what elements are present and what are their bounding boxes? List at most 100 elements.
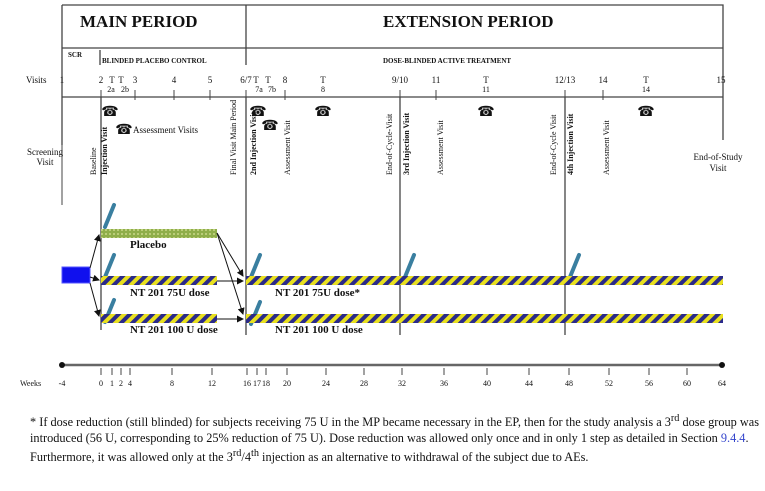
week-tick-label: 4 — [128, 379, 132, 388]
phase-blinded: BLINDED PLACEBO CONTROL — [102, 57, 207, 65]
visit-label: 11 — [432, 75, 441, 85]
dose75-bar-ep — [246, 276, 723, 285]
visit-vertical-label: End-of-Cycle-Visit — [385, 113, 394, 175]
week-tick-label: 48 — [565, 379, 573, 388]
syringe-icon — [249, 253, 262, 279]
week-tick-label: 20 — [283, 379, 291, 388]
visit-vertical-label: Injection Visit — [100, 126, 109, 175]
footnote-text: /4 — [241, 450, 251, 465]
telephone-icon: ☎ — [261, 119, 278, 134]
visit-vertical-label: 4th Injection Visit — [566, 113, 575, 175]
visit-label: T — [483, 75, 489, 85]
week-tick-label: 8 — [170, 379, 174, 388]
visit-vertical-label: Assessment Visit — [602, 120, 611, 175]
footnote-text: dose group was introduced (56 U, corresp… — [30, 415, 759, 445]
dose75-label: NT 201 75U dose — [130, 287, 210, 299]
telephone-icon: ☎ — [249, 105, 266, 120]
syringe-icon — [103, 203, 116, 229]
visit-vertical-label: 3rd Injection Visit — [402, 112, 411, 175]
visit-vertical-label: End-of-Cycle Visit — [549, 114, 558, 175]
telephone-icon: ☎ — [637, 105, 654, 120]
week-tick-label: 2 — [119, 379, 123, 388]
sup: rd — [232, 448, 242, 460]
syringe-icon — [103, 253, 116, 279]
visit-vertical-label: 2nd Injection Visit — [249, 112, 258, 175]
placebo-label: Placebo — [130, 239, 167, 251]
visit-vertical-label: Baseline — [89, 147, 98, 175]
extension-period-title: EXTENSION PERIOD — [383, 12, 554, 31]
visit-label: 9/10 — [392, 75, 409, 85]
visit-sublabel: 2a — [107, 85, 115, 94]
visit-sublabel: 14 — [642, 85, 650, 94]
week-tick-label: 12 — [208, 379, 216, 388]
visit-sublabel: 7a — [255, 85, 263, 94]
visit-label: 8 — [283, 75, 288, 85]
week-tick-label: 56 — [645, 379, 653, 388]
visit-sublabel: 2b — [121, 85, 129, 94]
telephone-icon: ☎ — [101, 105, 118, 120]
week-tick-label: 60 — [683, 379, 691, 388]
week-tick-label: 28 — [360, 379, 368, 388]
main-period-title: MAIN PERIOD — [80, 12, 198, 31]
phase-scr: SCR — [68, 51, 83, 59]
week-tick-label: 44 — [525, 379, 533, 388]
visit-vertical-label: Assessment Visit — [436, 120, 445, 175]
week-tick-label: -4 — [59, 379, 66, 388]
visit-sublabel: 7b — [268, 85, 276, 94]
visit-label: T — [253, 75, 259, 85]
visit-label: 15 — [717, 75, 727, 85]
visits-label: Visits — [26, 75, 47, 85]
visit-label: T — [643, 75, 649, 85]
sup: rd — [670, 413, 680, 424]
footnote-text: injection as an alternative to withdrawa… — [258, 450, 589, 465]
dose100-bar-ep — [246, 314, 723, 323]
visit-vertical-label: Final Visit Main Period — [229, 100, 238, 175]
visit-label: T — [109, 75, 115, 85]
visit-label: T — [265, 75, 271, 85]
telephone-icon: ☎ — [477, 105, 494, 120]
syringe-icon — [403, 253, 416, 279]
assessment-visits-label: Assessment Visits — [133, 125, 199, 135]
visit-label: 5 — [208, 75, 213, 85]
week-tick-label: 36 — [440, 379, 448, 388]
week-tick-label: 17 — [253, 379, 261, 388]
dose100-label: NT 201 100 U dose — [130, 324, 218, 336]
week-tick-label: 52 — [605, 379, 613, 388]
placebo-bar — [101, 229, 217, 238]
sup: th — [250, 448, 259, 460]
week-tick-label: 40 — [483, 379, 491, 388]
end-of-study-label: End-of-Study — [694, 152, 743, 162]
weeks-label: Weeks — [20, 379, 41, 388]
telephone-icon: ☎ — [115, 123, 132, 138]
visit-label: 6/7 — [240, 75, 252, 85]
screening-label: Screening — [27, 147, 63, 157]
visit-label: 12/13 — [555, 75, 576, 85]
visit-label: 14 — [599, 75, 609, 85]
week-tick-label: 0 — [99, 379, 103, 388]
visit-sublabel: 8 — [321, 85, 325, 94]
week-tick-label: 32 — [398, 379, 406, 388]
section-link[interactable]: 9.4.4 — [720, 430, 746, 445]
week-tick-label: 64 — [718, 379, 726, 388]
study-design-diagram: MAIN PERIOD EXTENSION PERIOD SCR BLINDED… — [20, 4, 743, 388]
visit-label: 1 — [60, 75, 65, 85]
visit-label: T — [118, 75, 124, 85]
footnote-text: . Furthermore, it was allowed only at th… — [30, 430, 749, 465]
end-of-study-label-2: Visit — [710, 163, 727, 173]
dose100-bar-mp — [101, 314, 217, 323]
dose75-ep-label: NT 201 75U dose* — [275, 287, 361, 299]
visit-label: T — [320, 75, 326, 85]
dose75-bar-mp — [101, 276, 217, 285]
week-tick-label: 24 — [322, 379, 330, 388]
visit-sublabel: 11 — [482, 85, 490, 94]
telephone-icon: ☎ — [314, 105, 331, 120]
frame — [61, 4, 724, 335]
screening-label-2: Visit — [37, 157, 54, 167]
phase-active: DOSE-BLINDED ACTIVE TREATMENT — [383, 57, 511, 65]
week-tick-label: 16 — [243, 379, 251, 388]
arrows — [89, 232, 245, 323]
dose100-ep-label: NT 201 100 U dose — [275, 324, 363, 336]
screening-box — [61, 266, 91, 284]
visit-label: 2 — [99, 75, 104, 85]
footnote-text: * If dose reduction (still blinded) for … — [30, 415, 671, 430]
